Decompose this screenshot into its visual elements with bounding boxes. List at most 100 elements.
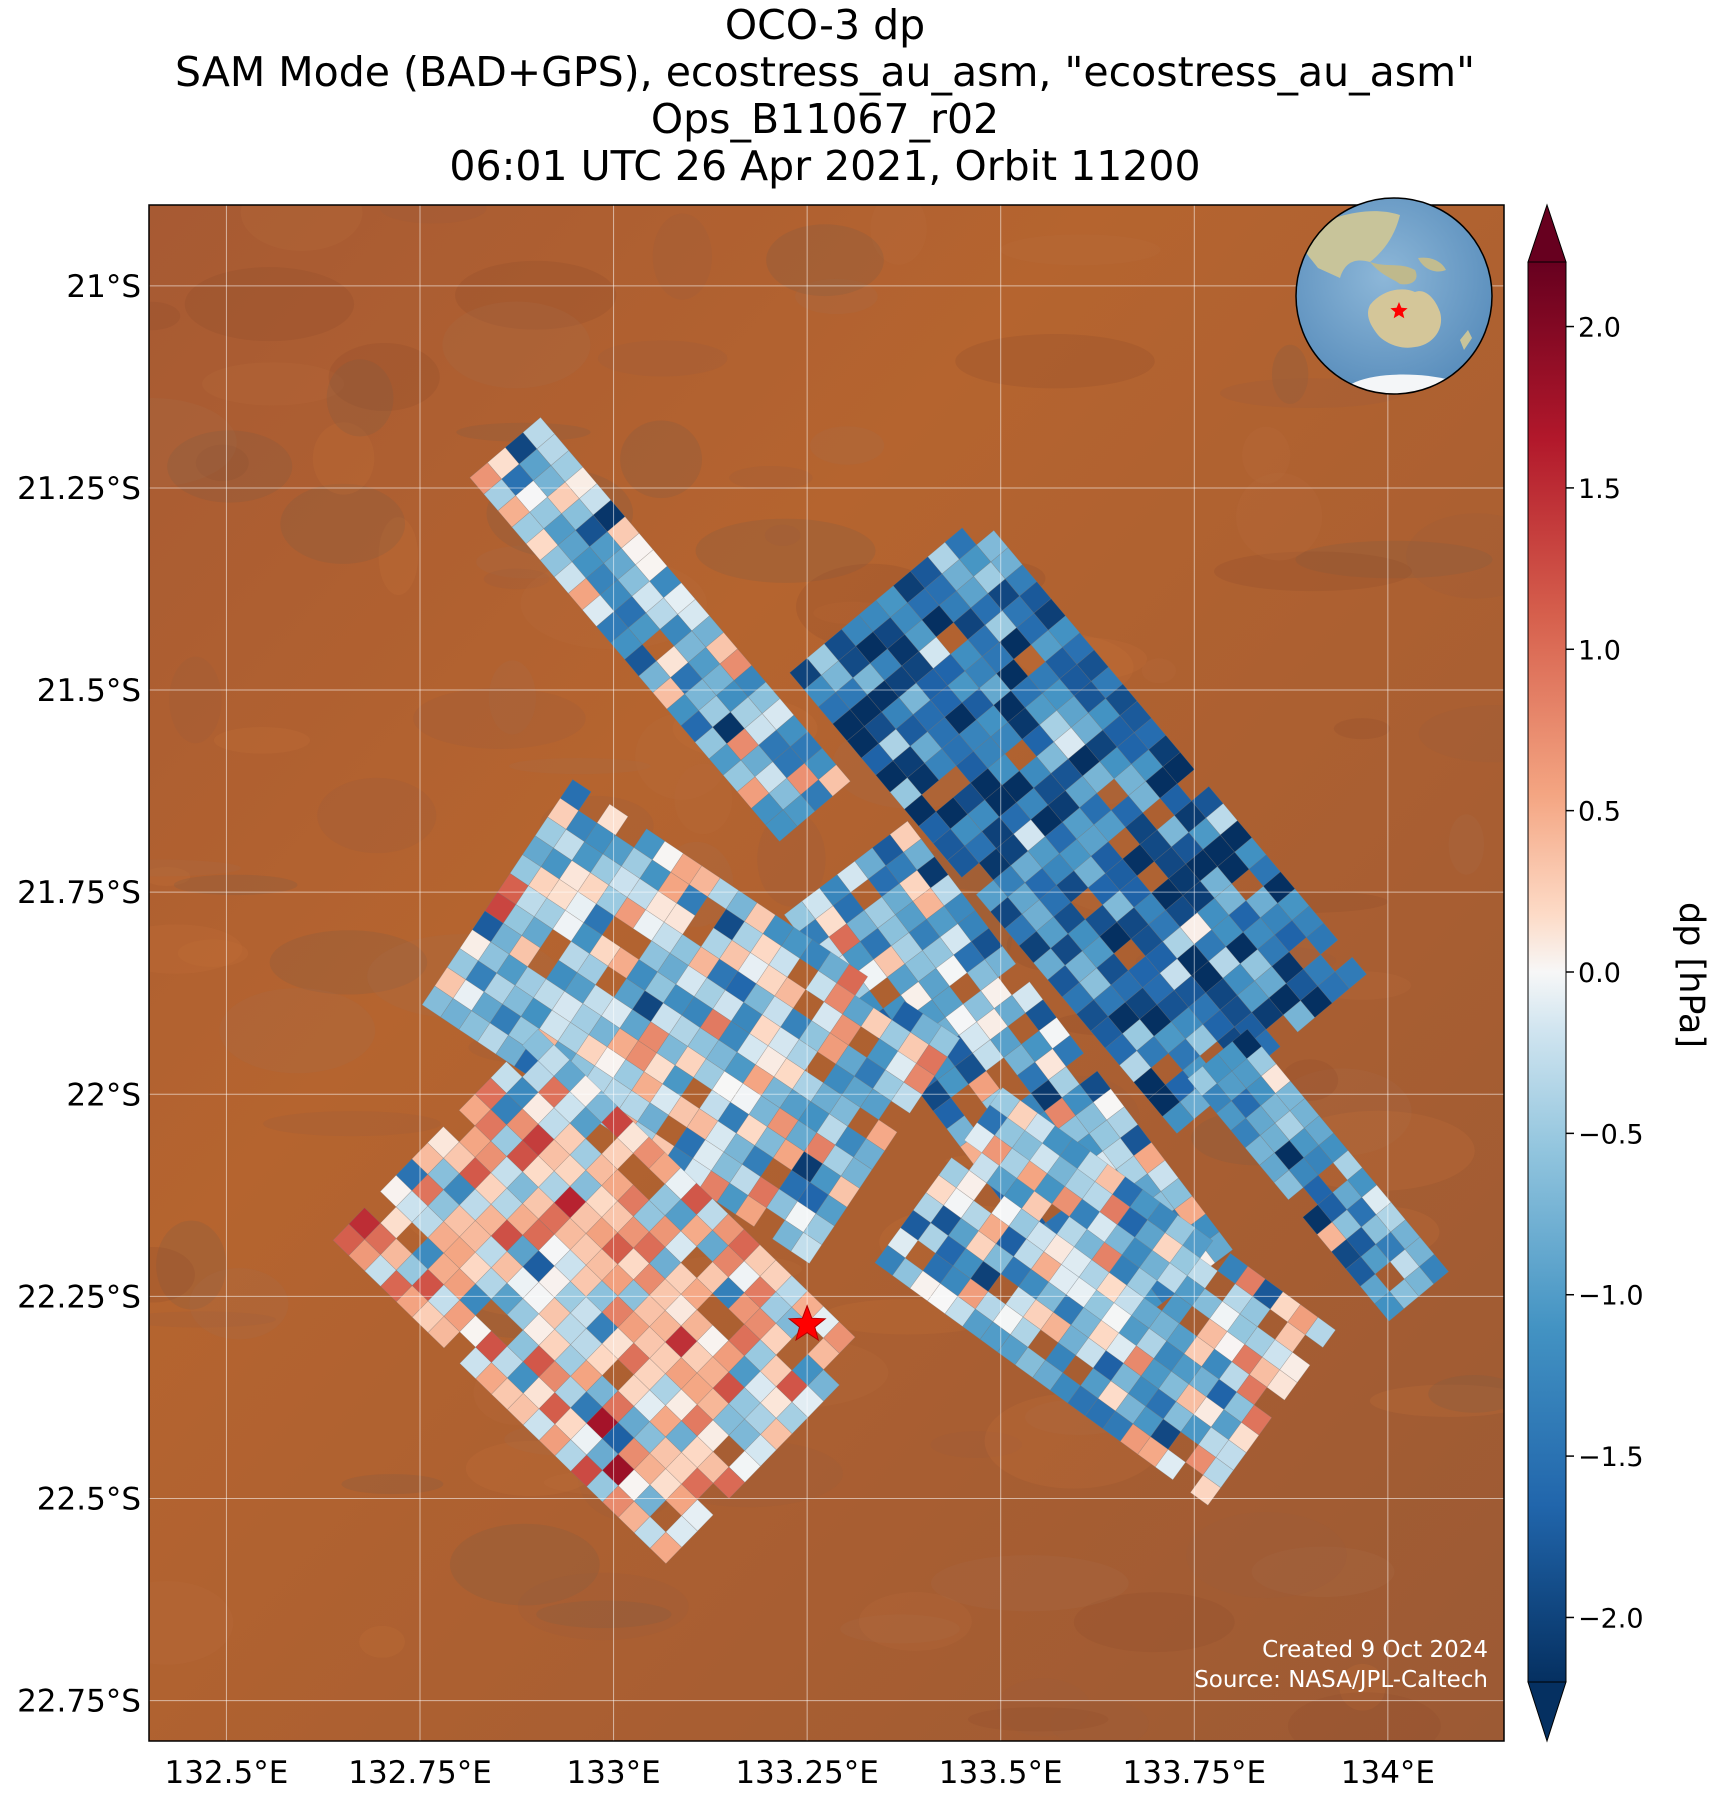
- longitude-tick-labels: 132.5°E 132.75°E 133°E 133.25°E 133.5°E …: [164, 1755, 1435, 1791]
- lon-tick-label: 133.75°E: [1123, 1755, 1267, 1791]
- terrain-patch: [870, 205, 927, 265]
- title-line-2: SAM Mode (BAD+GPS), ecostress_au_asm, "e…: [175, 48, 1475, 96]
- inset-globe: [1295, 197, 1493, 395]
- terrain-patch: [149, 859, 241, 877]
- sounding-cell: [764, 809, 798, 842]
- terrain-patch: [1428, 1375, 1504, 1413]
- terrain-patch: [1339, 1663, 1386, 1711]
- terrain-patch: [202, 362, 345, 406]
- lat-tick-label: 22.5°S: [37, 1482, 141, 1518]
- terrain-patch: [517, 1572, 689, 1641]
- terrain-patch: [219, 988, 376, 1074]
- terrain-patch: [483, 568, 550, 590]
- terrain-patch: [455, 260, 617, 330]
- lon-tick-label: 134°E: [1341, 1755, 1435, 1791]
- lat-tick-label: 21.75°S: [17, 875, 141, 911]
- terrain-patch: [764, 524, 801, 546]
- terrain-patch: [1050, 1699, 1149, 1741]
- terrain-patch: [858, 1592, 972, 1651]
- terrain-patch: [620, 420, 703, 499]
- terrain-patch: [795, 278, 878, 315]
- sounding-cells: [332, 416, 1450, 1565]
- title-line-1: OCO-3 dp: [724, 1, 926, 49]
- terrain-patch: [1448, 814, 1485, 875]
- sounding-cell: [649, 1531, 683, 1565]
- sounding-cell: [1162, 1101, 1195, 1134]
- colorbar: 2.0 1.5 1.0 0.5 0.0 −0.5 −1.0 −1.5 −2.0 …: [1527, 203, 1711, 1743]
- terrain-patch: [1333, 718, 1391, 740]
- terrain-patch: [442, 301, 591, 389]
- terrain-patch: [996, 1678, 1091, 1737]
- colorbar-tick-label: −2.0: [1578, 1604, 1644, 1635]
- lat-tick-label: 22.75°S: [17, 1684, 141, 1720]
- colorbar-tick-label: −0.5: [1578, 1119, 1644, 1150]
- terrain-patch: [149, 1311, 276, 1328]
- sounding-cell: [1273, 1169, 1304, 1201]
- globe-star-icon: [1390, 302, 1408, 319]
- lat-tick-label: 22°S: [66, 1077, 141, 1113]
- terrain-patch: [1186, 1511, 1347, 1599]
- terrain-patch: [1251, 1546, 1395, 1598]
- target-star-icon: [787, 1304, 827, 1342]
- terrain-patch: [149, 1580, 234, 1665]
- sounding-cell: [1374, 1290, 1405, 1322]
- terrain-patch: [930, 1431, 1023, 1458]
- terrain-patch: [184, 267, 355, 342]
- terrain-patch: [508, 757, 651, 775]
- terrain-patch: [177, 939, 249, 968]
- lat-tick-label: 22.25°S: [17, 1279, 141, 1315]
- colorbar-extend-min: [1527, 1681, 1567, 1743]
- lon-tick-label: 133°E: [566, 1755, 660, 1791]
- terrain-patch: [341, 1474, 444, 1495]
- sounding-cell: [946, 845, 980, 878]
- terrain-patch: [1406, 513, 1504, 599]
- map-gridlines: [149, 205, 1504, 1741]
- terrain-patch: [955, 334, 1155, 389]
- sounding-cell: [1266, 1369, 1298, 1401]
- title-line-3: Ops_B11067_r02: [650, 95, 1000, 143]
- credit-source: Source: NASA/JPL-Caltech: [1194, 1667, 1488, 1693]
- lat-tick-label: 21°S: [66, 269, 141, 305]
- map-title: OCO-3 dp SAM Mode (BAD+GPS), ecostress_a…: [0, 2, 1650, 190]
- colorbar-extend-max: [1527, 203, 1567, 263]
- colorbar-ticks: 2.0 1.5 1.0 0.5 0.0 −0.5 −1.0 −1.5 −2.0: [1566, 313, 1644, 1635]
- antarctica-landmass: [1350, 374, 1451, 394]
- terrain-patch: [695, 518, 876, 583]
- lon-tick-label: 132.75°E: [348, 1755, 492, 1791]
- terrain-patch: [326, 359, 394, 437]
- terrain-patch: [1369, 1384, 1504, 1417]
- new-guinea-landmass: [1418, 257, 1446, 272]
- terrain-patch: [169, 656, 222, 744]
- colorbar-tick-label: 0.0: [1578, 958, 1621, 989]
- sounding-cell: [1282, 1000, 1316, 1033]
- terrain-patch: [149, 398, 237, 487]
- terrain-patch: [1288, 1692, 1441, 1741]
- terrain-patch: [930, 1555, 1129, 1612]
- terrain-patch: [652, 213, 712, 300]
- latitude-tick-labels: 21°S 21.25°S 21.5°S 21.75°S 22°S 22.25°S…: [17, 269, 141, 1720]
- indonesia-landmass: [1370, 262, 1417, 285]
- sounding-cell: [1304, 1316, 1336, 1348]
- terrain-patch: [359, 1625, 405, 1658]
- colorbar-label: dp [hPa]: [1671, 902, 1711, 1048]
- colorbar-tick-label: −1.0: [1578, 1281, 1644, 1312]
- terrain-patch: [729, 465, 813, 490]
- terrain-patch: [766, 224, 884, 297]
- terrain-patch: [1141, 658, 1176, 684]
- terrain-patch: [840, 1614, 960, 1644]
- lat-tick-label: 21.25°S: [17, 471, 141, 507]
- new-zealand-landmass: [1460, 330, 1472, 350]
- terrain-patch: [149, 924, 243, 974]
- terrain-patch: [968, 1707, 1109, 1732]
- terrain-patch: [809, 426, 885, 465]
- asia-landmass: [1300, 211, 1400, 278]
- terrain-patch: [378, 517, 419, 596]
- terrain-patch: [149, 1246, 195, 1303]
- sounding-cell: [735, 1195, 767, 1228]
- terrain-patch: [597, 340, 728, 377]
- credit-created: Created 9 Oct 2024: [1262, 1637, 1488, 1663]
- terrain-patch: [263, 1111, 441, 1137]
- terrain-patch: [280, 483, 406, 564]
- terrain-patch: [156, 1220, 227, 1310]
- terrain-patch: [149, 301, 181, 331]
